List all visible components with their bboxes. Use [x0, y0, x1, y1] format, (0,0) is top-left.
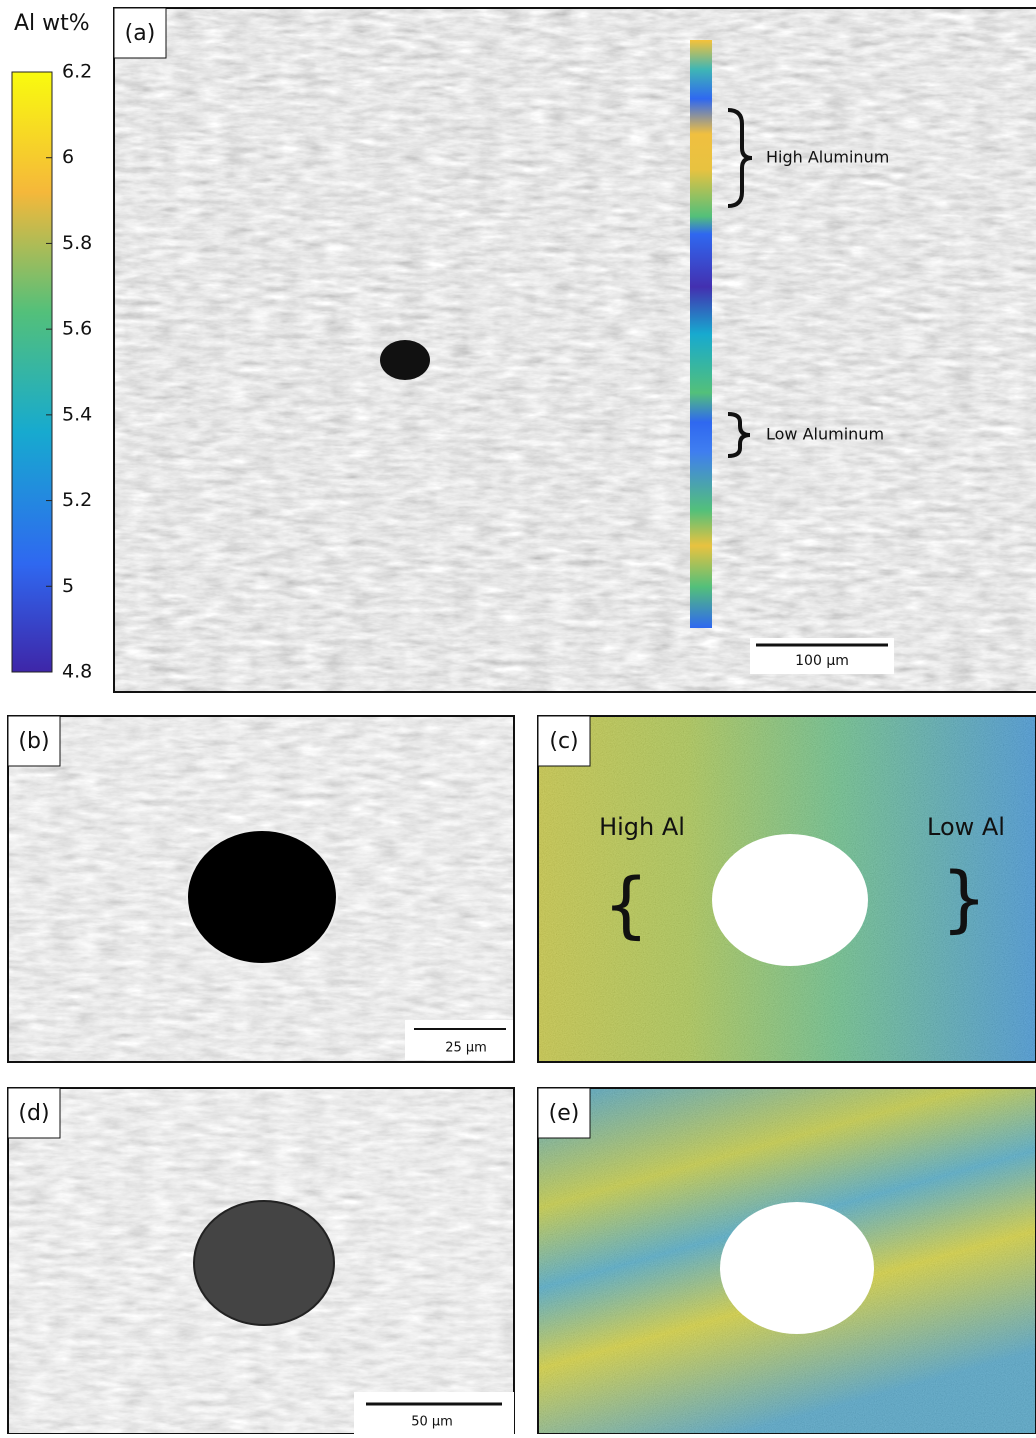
annotation: Low Al: [927, 813, 1005, 841]
panel-c: High Al Low Al { } (c): [538, 716, 1036, 1062]
pore: [187, 830, 337, 964]
pore: [194, 1201, 334, 1325]
panel-d: 50 µm (d): [8, 1088, 514, 1434]
micrograph: [114, 8, 1036, 692]
panel-label: (a): [125, 21, 156, 46]
tick-label: 5.6: [62, 318, 92, 340]
panel-label: (b): [18, 729, 49, 754]
panel-b: 25 µm (b): [8, 716, 514, 1062]
line-scan: [690, 40, 712, 628]
tick-label: 5.4: [62, 403, 92, 425]
scale-label: 25 µm: [445, 1041, 487, 1056]
colorbar-title: Al wt%: [14, 11, 90, 36]
scale-label: 100 µm: [795, 653, 849, 669]
tick-label: 5: [62, 575, 74, 597]
annotation: Low Aluminum: [766, 425, 884, 444]
tick-label: 5.8: [62, 232, 92, 254]
tick-label: 4.8: [62, 661, 92, 683]
pore: [712, 834, 868, 966]
brace: {: [603, 863, 649, 947]
panel-label: (d): [18, 1101, 49, 1126]
pore: [380, 340, 430, 380]
colorbar: [12, 72, 52, 672]
brace: }: [941, 857, 987, 941]
figure: Al wt% High Aluminum Low Aluminum 100 µm…: [0, 0, 1036, 1434]
annotation: High Al: [599, 813, 685, 841]
panel-label: (c): [549, 729, 578, 754]
panel-label: (e): [549, 1101, 580, 1126]
tick-label: 6.2: [62, 61, 92, 83]
pore: [720, 1202, 874, 1334]
panel-a: High Aluminum Low Aluminum 100 µm (a): [114, 8, 1036, 692]
tick-label: 6: [62, 146, 74, 168]
scale-label: 50 µm: [411, 1415, 453, 1430]
panel-e: (e): [538, 1088, 1036, 1434]
tick-label: 5.2: [62, 489, 92, 511]
annotation: High Aluminum: [766, 148, 889, 167]
